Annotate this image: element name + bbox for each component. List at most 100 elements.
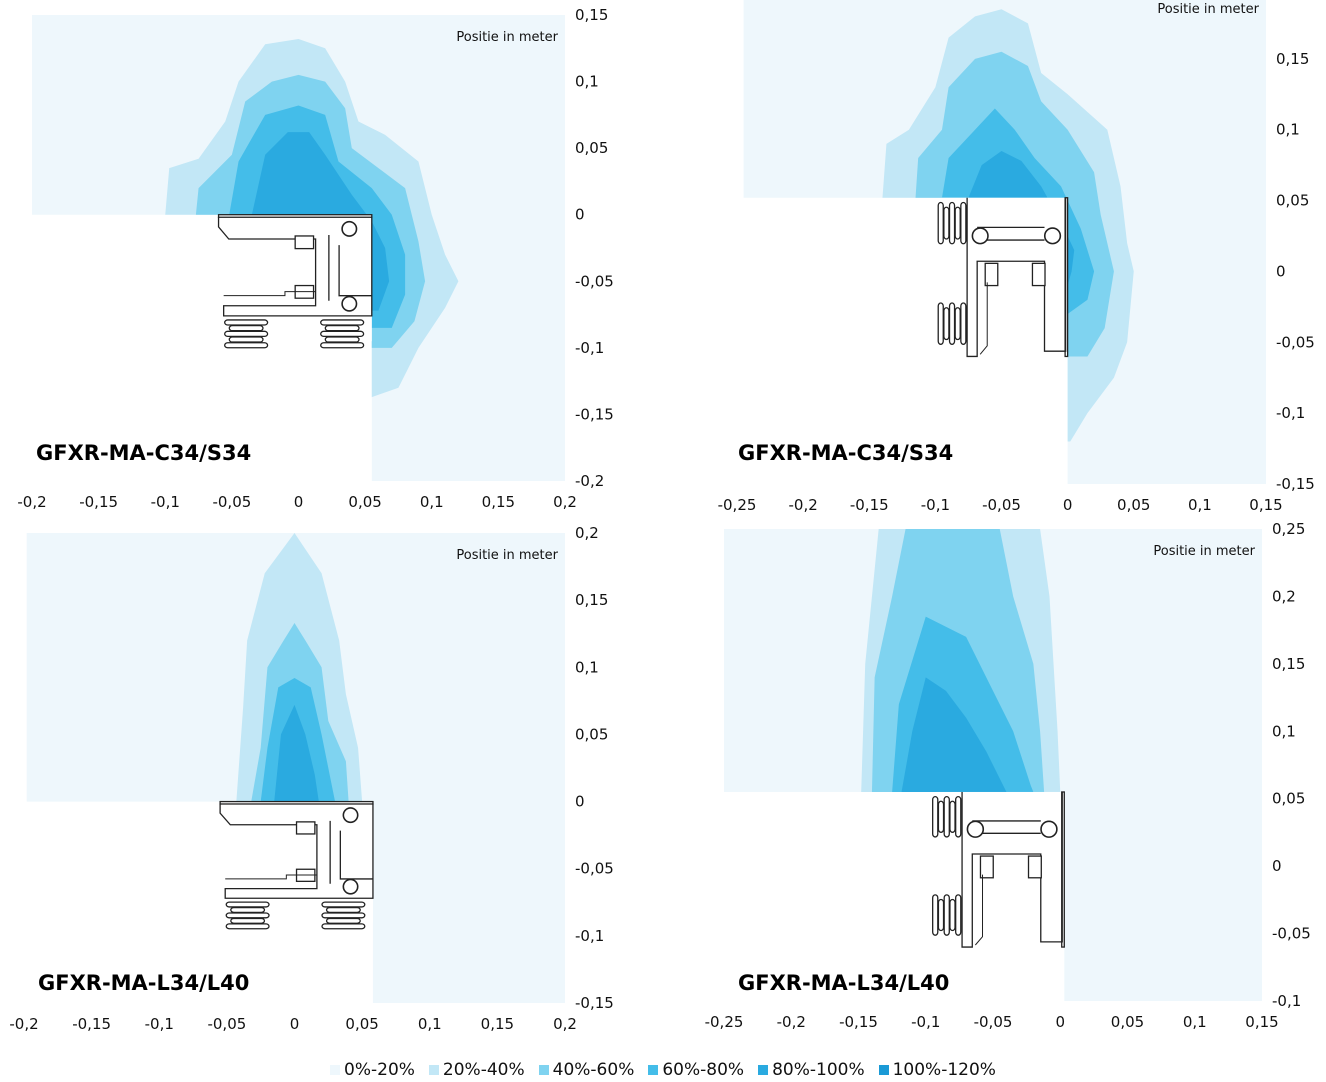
position-label: Positie in meter: [456, 30, 558, 45]
x-tick-label: -0,25: [718, 496, 757, 514]
device-outline-3: [219, 800, 374, 930]
device-top-rail-3: [219, 800, 374, 805]
x-tick-label: 0: [290, 1015, 300, 1033]
legend-item: 60%-80%: [648, 1060, 744, 1080]
contour-band-0-20-region-1: [743, 0, 1266, 484]
x-tick-label: 0: [1063, 496, 1073, 514]
legend-swatch: [878, 1065, 889, 1075]
y-tick-label: 0: [1276, 262, 1286, 280]
contour-charts: -0,2 -0,15 -0,1 -0,05 0 0,05 0,1 0,15 0,2 -0,2 -0,…: [9, 0, 1315, 1033]
legend-swatch: [330, 1065, 341, 1075]
device-roller-top-4: [932, 795, 939, 838]
x-tick-label: 0: [1055, 1013, 1065, 1031]
y-tick-label: -0,05: [575, 272, 614, 290]
device-roller-right-1: [320, 319, 365, 326]
legend-item: 80%-100%: [758, 1060, 865, 1080]
device-roller-bottom-2: [937, 302, 944, 345]
y-tick-label: -0,15: [575, 994, 614, 1012]
x-tick-label: 0,1: [1183, 1013, 1207, 1031]
legend-item: 100%-120%: [878, 1060, 996, 1080]
chart-panel-1: -0,2 -0,15 -0,1 -0,05 0 0,05 0,1 0,15 0,2 -0,2 -0,…: [17, 6, 613, 511]
y-tick-label: 0,15: [575, 6, 608, 24]
legend-label: 0%-20%: [344, 1060, 415, 1080]
device-roller-right-3: [321, 912, 366, 919]
device-roller-top-2: [943, 206, 950, 240]
chart-title: GFXR-MA-C34/S34: [36, 441, 251, 465]
device-block-right-2: [1031, 262, 1046, 287]
contour-band-80-100: [901, 677, 1007, 792]
plot-area-3: [26, 533, 565, 1003]
device-roller-bottom-2: [943, 307, 950, 341]
device-crossbar-4: [972, 820, 1041, 834]
device-bolt-left-2: [971, 227, 989, 245]
device-roller-top-2: [960, 201, 967, 245]
device-roller-bottom-4: [949, 898, 956, 932]
x-tick-label: -0,1: [911, 1013, 940, 1031]
chart-title: GFXR-MA-L34/L40: [38, 971, 249, 995]
device-roller-left-1: [224, 342, 269, 349]
device-inner-frame-1: [328, 234, 372, 301]
device-roller-left-3: [225, 901, 270, 908]
device-roller-bottom-2: [948, 302, 956, 345]
y-tick-label: 0,05: [1272, 790, 1305, 808]
y-tick-label: -0,1: [1276, 404, 1305, 422]
y-tick-label: 0,05: [575, 139, 608, 157]
contour-band-40-60: [915, 51, 1114, 357]
chart-panel-4: -0,25 -0,2 -0,15 -0,1 -0,05 0 0,05 0,1 0,15 -0,1 -…: [705, 520, 1311, 1031]
device-roller-bottom-2: [960, 302, 967, 345]
x-tick-label: -0,15: [839, 1013, 878, 1031]
device-bracket-4: [961, 791, 1063, 948]
device-roller-top-4: [943, 795, 950, 838]
x-tick-label: -0,1: [151, 493, 180, 511]
device-roller-right-1: [324, 336, 360, 343]
y-tick-label: 0,2: [1272, 587, 1296, 605]
legend-label: 100%-120%: [892, 1060, 996, 1080]
contour-band-80-100: [251, 132, 390, 311]
device-outline-1: [217, 214, 373, 349]
device-cable-2: [979, 282, 988, 355]
device-roller-top-4: [949, 800, 956, 833]
x-tick-label: 0,2: [553, 493, 577, 511]
device-roller-bottom-2: [954, 307, 961, 341]
y-tick-label: 0,15: [1276, 50, 1309, 68]
device-bolt-right-4: [1040, 820, 1058, 838]
x-tick-label: 0,05: [348, 493, 381, 511]
contour-band-60-80: [941, 108, 1095, 314]
position-label: Positie in meter: [456, 548, 558, 563]
x-tick-label: -0,05: [212, 493, 251, 511]
device-cable-3: [225, 874, 317, 880]
x-tick-label: -0,2: [788, 496, 817, 514]
x-tick-label: 0,2: [553, 1015, 577, 1033]
plot-area-2: [743, 0, 1266, 484]
device-roller-left-1: [224, 319, 269, 326]
device-bolt-top-1: [341, 220, 358, 237]
device-roller-left-3: [225, 912, 270, 919]
device-roller-left-1: [228, 336, 264, 343]
y-tick-label: -0,15: [575, 405, 614, 423]
legend-label: 60%-80%: [662, 1060, 745, 1080]
legend-label: 80%-100%: [772, 1060, 865, 1080]
x-tick-label: -0,25: [705, 1013, 744, 1031]
contour-band-80-100: [274, 704, 319, 802]
x-tick-label: -0,05: [974, 1013, 1013, 1031]
y-tick-label: 0,1: [1272, 722, 1296, 740]
device-block-upper-3: [295, 821, 316, 835]
device-roller-bottom-4: [937, 898, 945, 932]
y-tick-label: 0,05: [1276, 192, 1309, 210]
contour-band-80-100: [968, 150, 1075, 286]
plot-area-4: [724, 529, 1262, 1001]
device-roller-left-3: [225, 923, 270, 930]
x-tick-label: -0,2: [17, 493, 46, 511]
legend-swatch: [428, 1065, 439, 1075]
x-tick-label: 0,1: [420, 493, 444, 511]
device-bolt-left-4: [966, 820, 985, 838]
y-tick-label: 0,25: [1272, 520, 1305, 538]
x-tick-label: 0: [294, 493, 304, 511]
device-bracket-2: [966, 197, 1067, 358]
chart-panel-3: -0,2 -0,15 -0,1 -0,05 0 0,05 0,1 0,15 0,2 -0,15 -0…: [9, 524, 613, 1033]
device-roller-top-4: [955, 795, 962, 838]
y-tick-label: 0: [575, 793, 585, 811]
device-top-rail-1: [217, 214, 373, 218]
x-tick-label: -0,2: [9, 1015, 38, 1033]
device-roller-left-3: [230, 917, 266, 924]
